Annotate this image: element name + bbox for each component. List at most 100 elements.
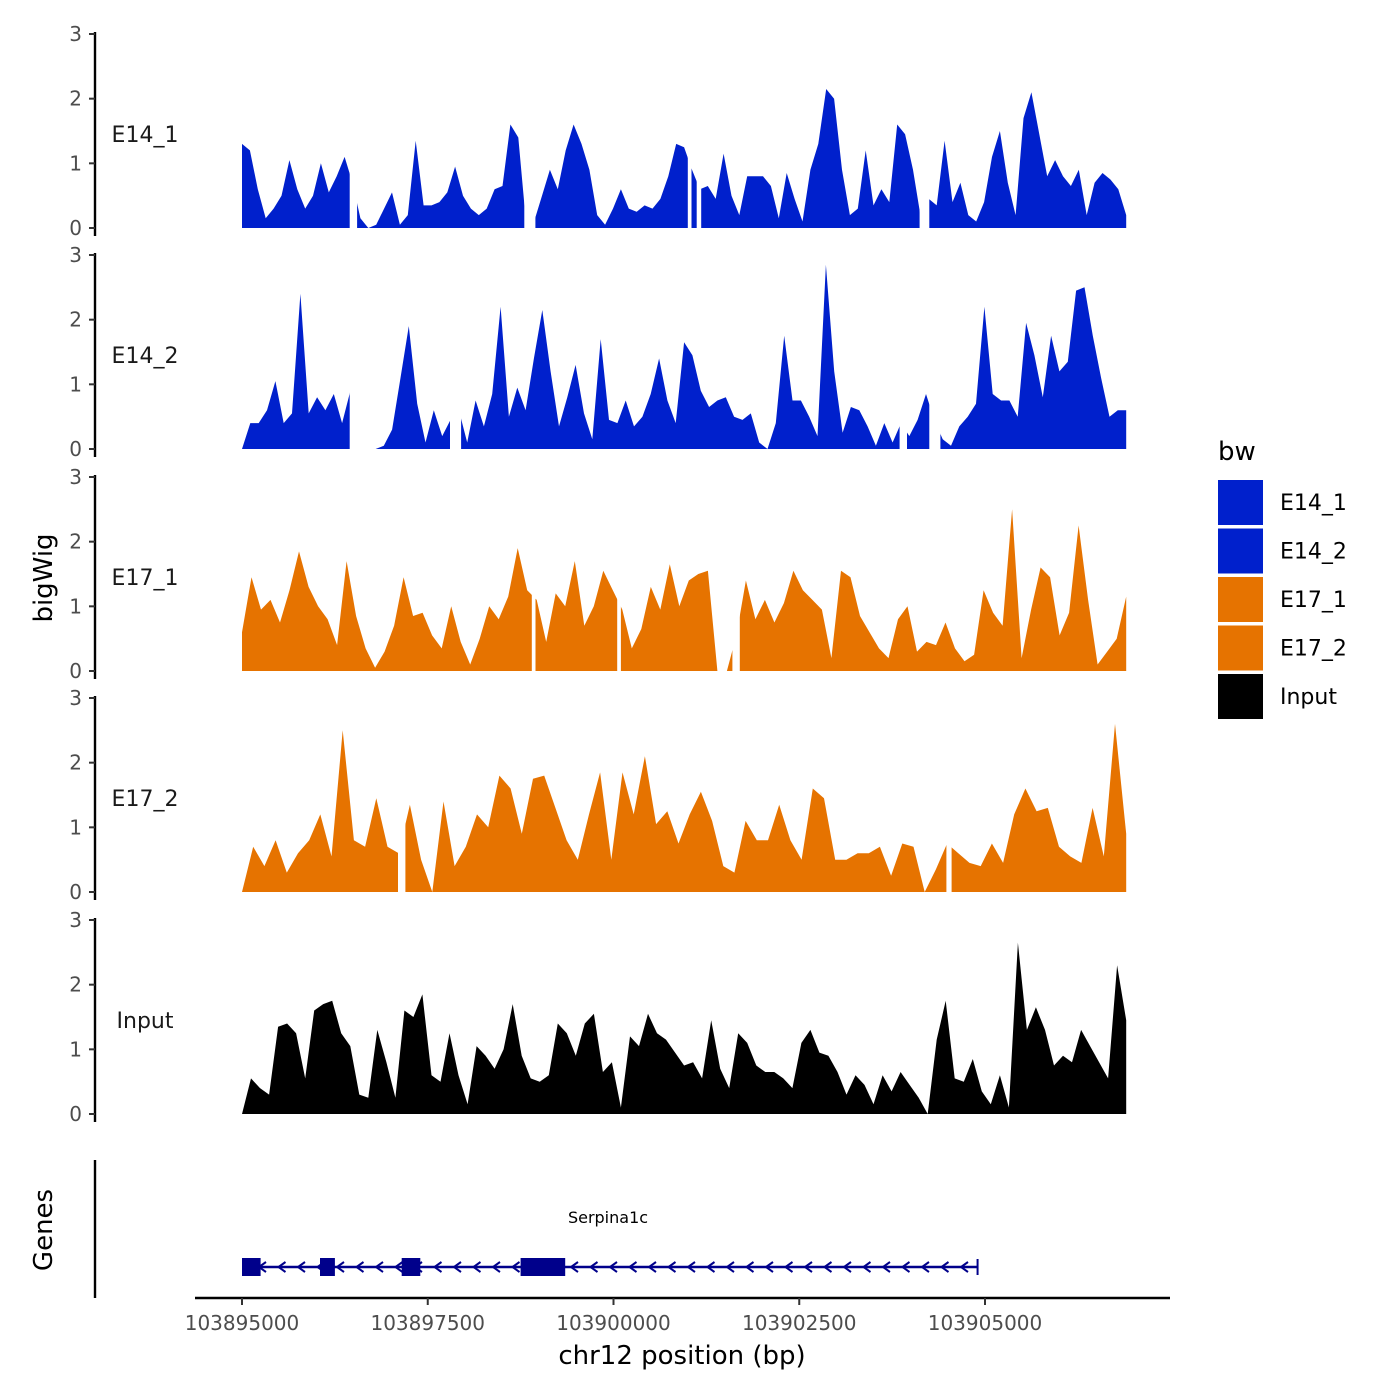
- strand-arrow: [452, 1261, 462, 1273]
- gene-exon: [320, 1258, 335, 1276]
- strand-arrow: [686, 1261, 696, 1273]
- coverage-gap: [531, 475, 536, 671]
- strand-arrow: [608, 1261, 618, 1273]
- gene-name-label: Serpina1c: [568, 1208, 648, 1227]
- strand-arrow: [803, 1261, 813, 1273]
- strand-arrow: [764, 1261, 774, 1273]
- track-E14_2: 0 1 2 3 E14_2: [69, 243, 1127, 461]
- track-E17_2: 0 1 2 3 E17_2: [69, 686, 1127, 904]
- y-tick-label: 1: [69, 594, 82, 618]
- strand-arrow: [861, 1261, 872, 1273]
- gene-exon: [242, 1258, 261, 1276]
- gene-exon: [520, 1258, 566, 1276]
- x-tick-label: 103905000: [928, 1311, 1043, 1335]
- coverage-gap: [349, 253, 376, 449]
- track-E14_1: 0 1 2 3 E14_1: [69, 22, 1127, 240]
- legend-swatch-E17_1: [1218, 577, 1263, 622]
- strand-arrow: [842, 1261, 852, 1273]
- y-tick-label: 1: [69, 1037, 82, 1061]
- coverage-gap: [687, 32, 692, 228]
- strand-arrow: [491, 1261, 501, 1273]
- legend-label-E14_1: E14_1: [1280, 491, 1347, 516]
- strand-arrow: [374, 1261, 384, 1273]
- legend-swatch-E14_1: [1218, 480, 1263, 525]
- y-tick-label: 2: [69, 308, 82, 332]
- legend-swatch-E17_2: [1218, 625, 1263, 671]
- coverage-gap: [617, 475, 621, 671]
- strand-arrow: [881, 1261, 891, 1273]
- y-tick-label: 0: [69, 659, 82, 683]
- strand-arrow: [354, 1261, 365, 1273]
- strand-arrow: [647, 1261, 657, 1273]
- y-tick-label: 0: [69, 880, 82, 904]
- strand-arrow: [705, 1261, 716, 1273]
- strand-arrow: [939, 1261, 950, 1273]
- x-tick-label: 103895000: [185, 1311, 300, 1335]
- y-tick-label: 2: [69, 530, 82, 554]
- legend-swatch-E14_2: [1218, 528, 1263, 574]
- y-tick-label: 2: [69, 751, 82, 775]
- genes-panel: Serpina1c: [93, 1160, 979, 1298]
- strand-arrow: [783, 1261, 794, 1273]
- coverage-gap: [919, 32, 930, 228]
- strand-arrow: [900, 1261, 911, 1273]
- legend-label-E14_2: E14_2: [1280, 540, 1347, 565]
- legend-label-Input: Input: [1280, 685, 1337, 710]
- y-tick-label: 1: [69, 151, 82, 175]
- coverage-gap: [946, 696, 952, 892]
- track-label-E14_1: E14_1: [112, 123, 179, 148]
- strand-arrow: [627, 1261, 638, 1273]
- strand-arrow: [296, 1261, 306, 1273]
- tracks-layer: 0 1 2 3 E14_1 0 1 2 3 E14_2 0 1 2 3 E17_1 0 1 2 3 E17_2 0 1 2 3…: [69, 22, 1127, 1126]
- x-tick-label: 103900000: [556, 1311, 671, 1335]
- signal-area-E17_2: [242, 723, 1127, 892]
- x-tick-label: 103897500: [370, 1311, 485, 1335]
- gene-exon: [401, 1258, 421, 1276]
- strand-arrow: [959, 1261, 969, 1273]
- y-tick-label: 0: [69, 437, 82, 461]
- y-tick-label: 1: [69, 815, 82, 839]
- y-tick-label: 0: [69, 216, 82, 240]
- coverage-gap: [929, 253, 941, 449]
- y-tick-label: 3: [69, 686, 82, 710]
- signal-area-E17_1: [242, 509, 1127, 671]
- coverage-gap: [450, 253, 462, 449]
- coverage-gap: [524, 32, 536, 228]
- y-tick-label: 2: [69, 87, 82, 111]
- strand-arrow: [920, 1261, 930, 1273]
- strand-arrow: [276, 1261, 287, 1273]
- strand-arrow: [569, 1261, 579, 1273]
- coverage-gap: [398, 696, 406, 892]
- y-tick-label: 3: [69, 465, 82, 489]
- track-label-E14_2: E14_2: [112, 344, 179, 369]
- track-Input: 0 1 2 3 Input: [69, 908, 1127, 1126]
- signal-area-E14_2: [242, 264, 1127, 449]
- track-label-E17_1: E17_1: [112, 566, 179, 591]
- legend-swatch-Input: [1218, 674, 1263, 719]
- y-axis-title: bigWig: [29, 533, 59, 622]
- y-tick-label: 2: [69, 973, 82, 997]
- y-tick-label: 3: [69, 243, 82, 267]
- legend-title: bw: [1218, 437, 1256, 467]
- legend: bw E14_1 E14_2 E17_1 E17_2 Input: [1218, 437, 1347, 719]
- strand-arrow: [335, 1261, 345, 1273]
- track-label-Input: Input: [117, 1009, 174, 1034]
- strand-arrow: [393, 1261, 404, 1273]
- strand-arrow: [744, 1261, 755, 1273]
- strand-arrow: [725, 1261, 735, 1273]
- coverage-gap: [696, 32, 702, 228]
- strand-arrow: [471, 1261, 482, 1273]
- coverage-gap: [349, 32, 358, 228]
- genes-axis-title: Genes: [29, 1189, 59, 1271]
- strand-arrow: [432, 1261, 443, 1273]
- y-tick-label: 3: [69, 908, 82, 932]
- track-label-E17_2: E17_2: [112, 787, 179, 812]
- strand-arrow: [822, 1261, 833, 1273]
- x-axis: 103895000 103897500 103900000 103902500 1039…: [185, 1296, 1170, 1335]
- coverage-gap: [899, 253, 907, 449]
- x-axis-title: chr12 position (bp): [558, 1341, 805, 1371]
- strand-arrow: [510, 1261, 521, 1273]
- y-tick-label: 0: [69, 1102, 82, 1126]
- x-tick-label: 103902500: [742, 1311, 857, 1335]
